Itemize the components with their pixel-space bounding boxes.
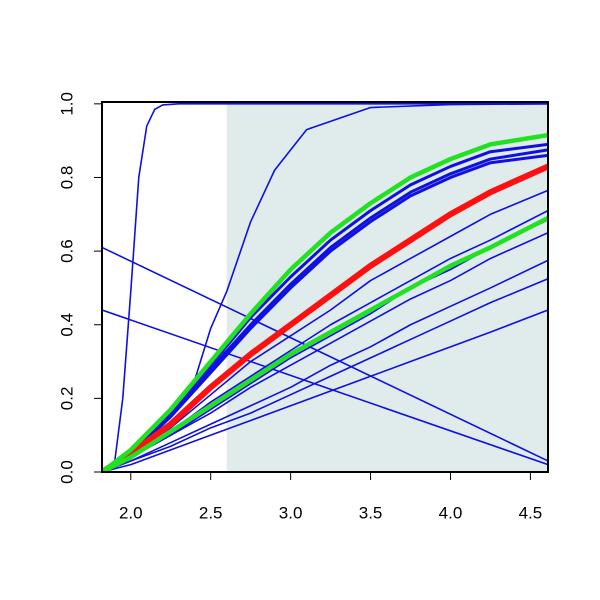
line-series <box>102 259 548 472</box>
y-tick-label: 0.6 <box>57 239 76 263</box>
line-series <box>102 309 548 472</box>
y-tick-label: 0.8 <box>57 166 76 190</box>
x-tick-label: 4.0 <box>439 503 463 522</box>
y-tick-label: 0.0 <box>57 460 76 484</box>
line-series <box>102 231 548 472</box>
x-tick-label: 2.5 <box>199 503 223 522</box>
line-series <box>102 132 548 472</box>
y-tick-label: 0.4 <box>57 313 76 337</box>
x-tick-label: 3.0 <box>279 503 303 522</box>
y-tick-label: 1.0 <box>57 92 76 116</box>
plot-area <box>102 103 548 472</box>
line-series <box>102 309 548 466</box>
x-tick-label: 3.5 <box>359 503 383 522</box>
line-series <box>102 103 548 472</box>
line-series <box>102 246 548 462</box>
x-tick-label: 2.0 <box>119 503 143 522</box>
line-series <box>102 148 548 472</box>
line-series <box>102 215 548 472</box>
y-tick-label: 0.2 <box>57 387 76 411</box>
plot-frame <box>101 101 549 473</box>
line-series <box>102 163 548 472</box>
line-series <box>102 277 548 472</box>
x-tick-label: 4.5 <box>519 503 543 522</box>
line-series <box>102 153 548 472</box>
